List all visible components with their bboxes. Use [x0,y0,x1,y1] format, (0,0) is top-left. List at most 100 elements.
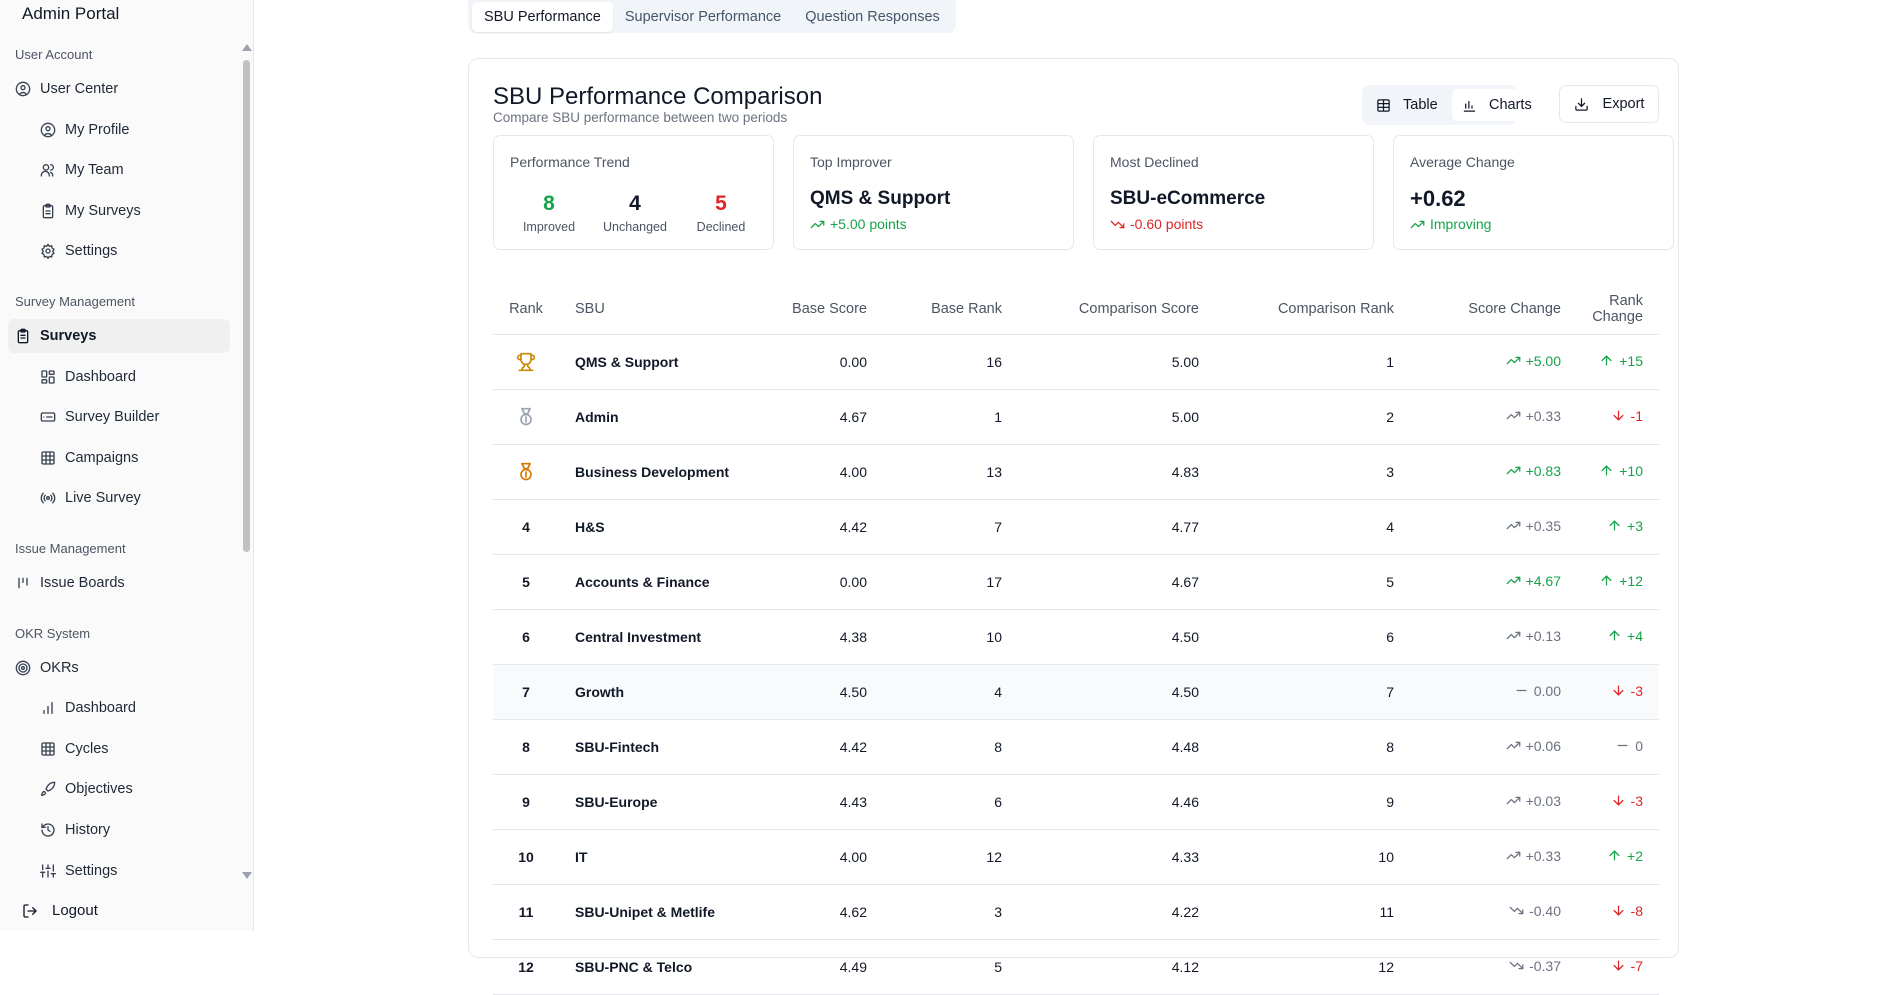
sidebar-item-okr-system-okrs[interactable]: OKRs [8,651,230,685]
scroll-down-arrow-icon[interactable] [242,872,252,879]
rank-number: 11 [518,904,534,920]
header-comparison-rank[interactable]: Comparison Rank [1215,283,1410,335]
table-row[interactable]: 4 H&S 4.42 7 4.77 4 +0.35 +3 [493,499,1659,555]
arrow-up-icon [1599,353,1619,368]
table-row[interactable]: 7 Growth 4.50 4 4.50 7 0.00 -3 [493,664,1659,720]
charts-view-button[interactable]: Charts [1452,89,1545,121]
tab-supervisor-performance[interactable]: Supervisor Performance [624,8,782,25]
sidebar-item-user-account-my-profile[interactable]: My Profile [8,113,230,147]
table-row[interactable]: QMS & Support 0.00 16 5.00 1 +5.00 +15 [493,334,1659,390]
sidebar-item-survey-management-surveys[interactable]: Surveys [8,319,230,353]
sidebar-item-survey-management-live-survey[interactable]: Live Survey [8,481,230,515]
table-row[interactable]: 9 SBU-Europe 4.43 6 4.46 9 +0.03 -3 [493,774,1659,830]
table-row[interactable]: 5 Accounts & Finance 0.00 17 4.67 5 +4.67 +12 [493,554,1659,610]
average-change-value: +0.62 [1410,186,1466,211]
sidebar-item-label: Live Survey [65,490,141,507]
base-score-cell: 4.42 [756,719,883,775]
comparison-rank-cell: 4 [1215,499,1410,555]
logout-icon [23,903,37,918]
sidebar-item-okr-system-history[interactable]: History [8,813,230,847]
base-score-cell: 4.42 [756,499,883,555]
table-row[interactable]: 12 SBU-PNC & Telco 4.49 5 4.12 12 -0.37 -7 [493,939,1659,995]
tab-sbu-performance[interactable]: SBU Performance [472,1,613,32]
dashboard-icon [40,369,65,385]
sidebar-item-survey-management-survey-builder[interactable]: Survey Builder [8,400,230,434]
base-score-cell: 4.43 [756,774,883,830]
score-change-value: -0.37 [1529,957,1561,974]
sbu-name-cell: SBU-Fintech [559,719,756,775]
score-change-cell: +0.13 [1410,609,1577,665]
sbu-name-cell: SBU-Unipet & Metlife [559,884,756,940]
rank-cell: 7 [493,664,559,720]
sidebar-item-user-account-my-surveys[interactable]: My Surveys [8,194,230,228]
improved-stat: 8 Improved [509,192,589,234]
header-score-change[interactable]: Score Change [1410,283,1577,335]
download-icon [1574,97,1588,111]
sidebar-item-okr-system-objectives[interactable]: Objectives [8,772,230,806]
header-sbu[interactable]: SBU [559,283,756,335]
sidebar-item-label: Settings [65,243,118,260]
score-change-value: +4.67 [1525,572,1561,589]
page-subtitle: Compare SBU performance between two peri… [493,110,788,125]
sidebar-item-label: My Surveys [65,202,141,219]
sidebar-item-okr-system-dashboard[interactable]: Dashboard [8,691,230,725]
rank-cell [493,334,559,390]
table-row[interactable]: 11 SBU-Unipet & Metlife 4.62 3 4.22 11 -0.40 -8 [493,884,1659,940]
scroll-up-arrow-icon[interactable] [242,44,252,51]
builder-icon [40,409,65,425]
rank-number: 7 [522,684,530,700]
arrow-down-icon [1611,683,1631,698]
rank-number: 5 [522,574,530,590]
header-base-score[interactable]: Base Score [756,283,883,335]
scrollbar-thumb[interactable] [243,60,250,552]
base-score-cell: 4.67 [756,389,883,445]
sidebar-item-user-account-settings[interactable]: Settings [8,234,230,268]
arrow-down-icon [1611,408,1631,423]
sidebar-item-okr-system-settings[interactable]: Settings [8,854,230,880]
score-change-cell: +0.33 [1410,389,1577,445]
score-change-value: +0.03 [1525,792,1561,809]
history-icon [40,822,65,838]
sidebar-item-label: OKRs [40,659,79,676]
sidebar-item-survey-management-dashboard[interactable]: Dashboard [8,360,230,394]
base-rank-cell: 10 [883,609,1018,665]
tab-question-responses[interactable]: Question Responses [805,8,940,25]
rank-change-value: +4 [1627,627,1643,644]
export-button[interactable]: Export [1559,85,1659,123]
sidebar-item-label: Surveys [40,328,97,344]
table-row[interactable]: Business Development 4.00 13 4.83 3 +0.83 +10 [493,444,1659,500]
rank-cell: 11 [493,884,559,940]
table-row[interactable]: 6 Central Investment 4.38 10 4.50 6 +0.13 +4 [493,609,1659,665]
table-view-button[interactable]: Table [1366,89,1452,121]
header-rank[interactable]: Rank [493,283,559,335]
score-change-value: +0.33 [1525,407,1561,424]
sidebar-scrollbar[interactable] [240,40,252,885]
sidebar-item-label: Objectives [65,781,133,798]
minus-icon [1514,683,1534,698]
sidebar-item-user-account-user-center[interactable]: User Center [8,72,230,106]
header-base-rank[interactable]: Base Rank [883,283,1018,335]
sidebar-item-issue-management-issue-boards[interactable]: Issue Boards [8,566,230,600]
header-comparison-score[interactable]: Comparison Score [1018,283,1215,335]
sidebar-item-okr-system-cycles[interactable]: Cycles [8,732,230,766]
comparison-score-cell: 4.46 [1018,774,1215,830]
rank-cell [493,389,559,445]
rank-change-cell: -8 [1577,884,1659,940]
score-change-cell: +0.06 [1410,719,1577,775]
header-rank-change[interactable]: Rank Change [1577,283,1659,335]
logout-button[interactable]: Logout [22,902,98,919]
trending-up-icon [1410,220,1425,228]
table-row[interactable]: 8 SBU-Fintech 4.42 8 4.48 8 +0.06 0 [493,719,1659,775]
table-row[interactable]: Admin 4.67 1 5.00 2 +0.33 -1 [493,389,1659,445]
table-row[interactable]: 10 IT 4.00 12 4.33 10 +0.33 +2 [493,829,1659,885]
sidebar-item-survey-management-campaigns[interactable]: Campaigns [8,441,230,475]
declined-label: Declined [696,220,746,234]
comparison-score-cell: 5.00 [1018,334,1215,390]
sbu-name-cell: SBU-PNC & Telco [559,939,756,995]
score-change-cell: +4.67 [1410,554,1577,610]
comparison-rank-cell: 5 [1215,554,1410,610]
arrow-up-icon [1607,628,1627,643]
rank-change-cell: 0 [1577,719,1659,775]
rank-change-value: +15 [1619,352,1643,369]
sidebar-item-user-account-my-team[interactable]: My Team [8,153,230,187]
